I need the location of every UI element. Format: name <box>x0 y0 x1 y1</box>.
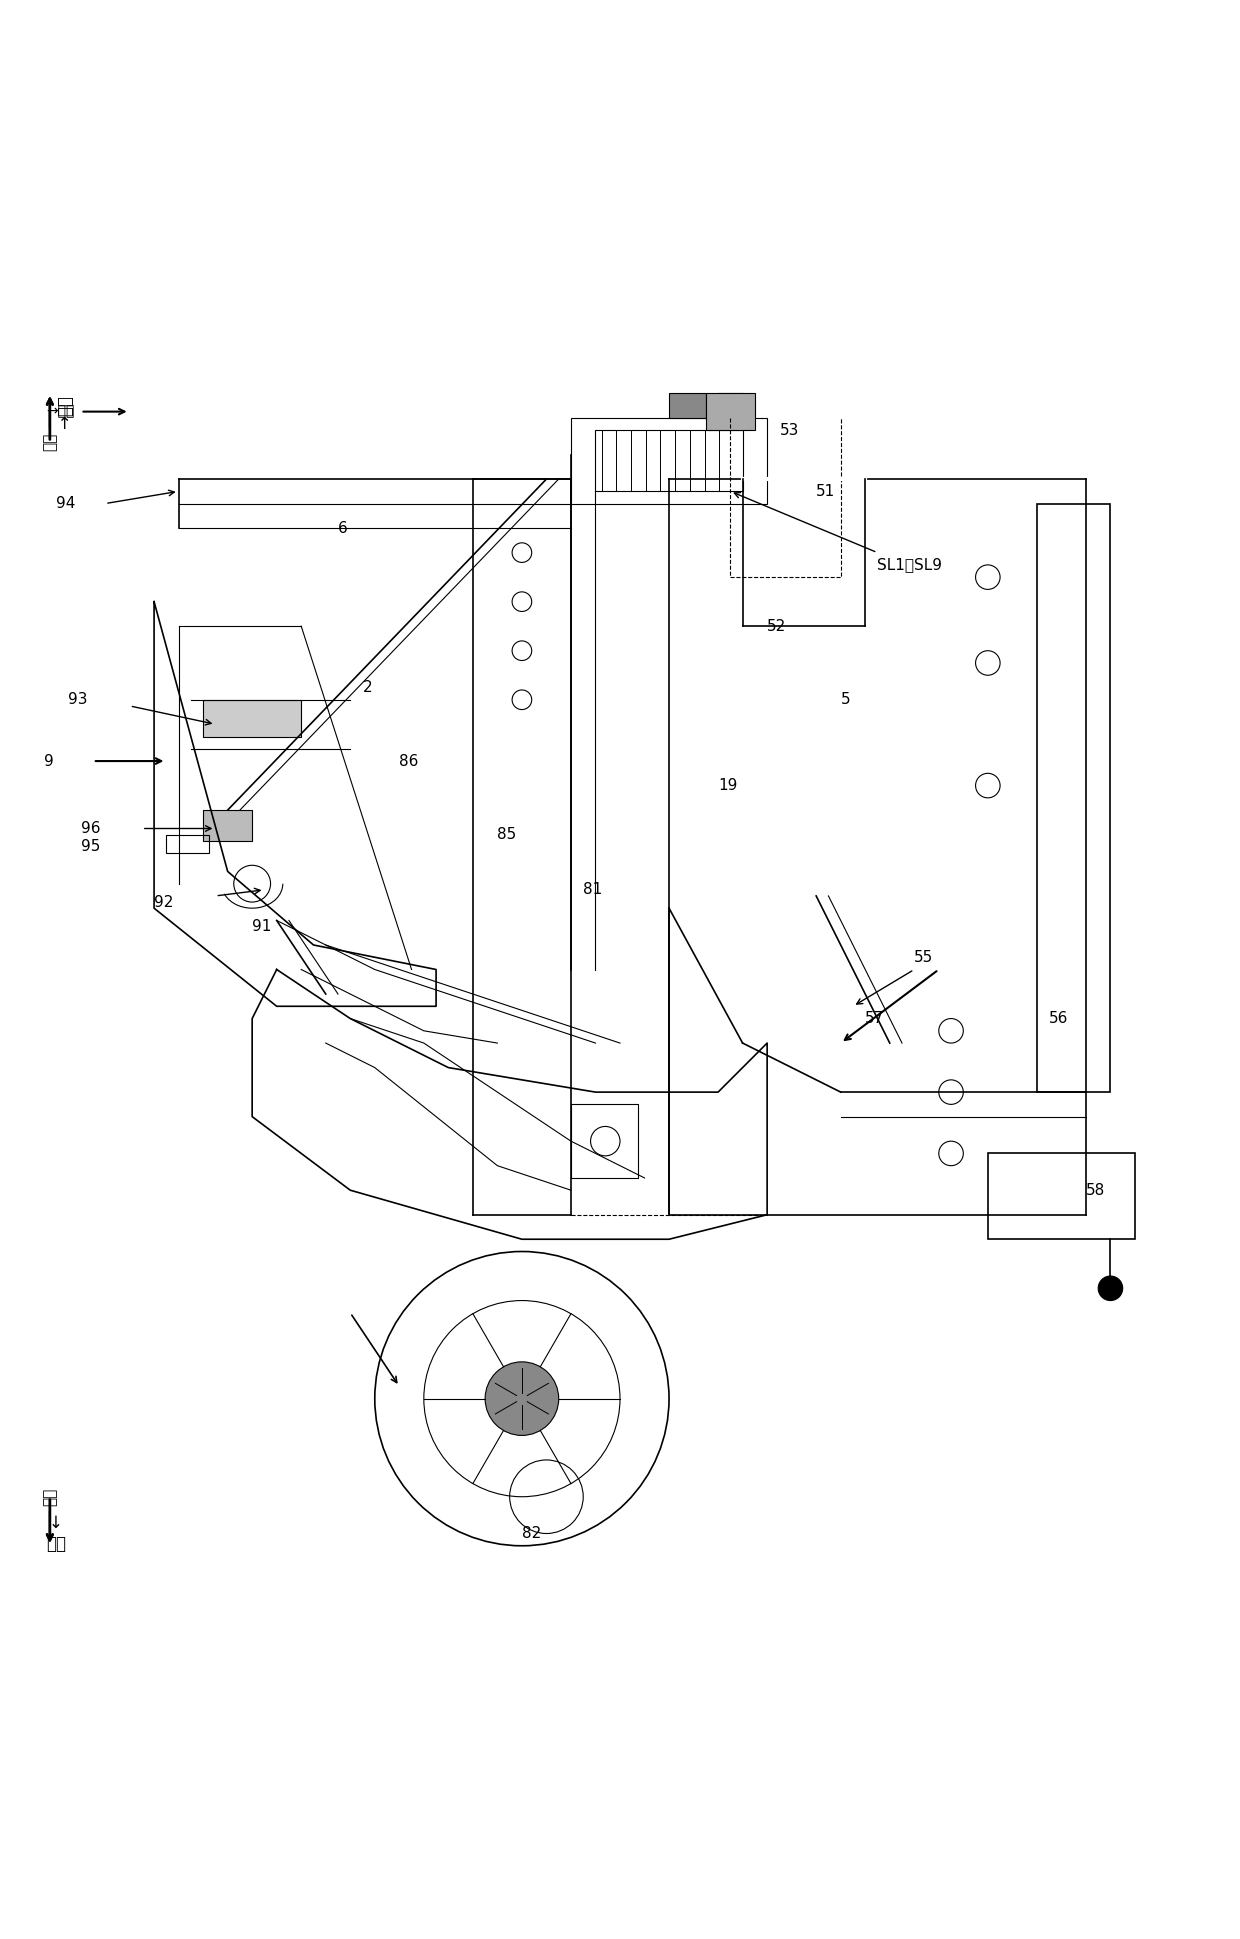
Text: 2: 2 <box>362 681 372 694</box>
Text: 92: 92 <box>154 894 174 909</box>
Text: 58: 58 <box>1086 1183 1105 1198</box>
Text: →前方: →前方 <box>46 405 74 419</box>
Text: 94: 94 <box>56 496 76 512</box>
Circle shape <box>485 1361 559 1435</box>
Text: SL1～SL9: SL1～SL9 <box>878 556 942 572</box>
Bar <box>570 1105 639 1177</box>
Text: 85: 85 <box>497 828 517 842</box>
Bar <box>570 417 768 504</box>
Text: ↓
後方: ↓ 後方 <box>46 1514 66 1553</box>
Text: 5: 5 <box>841 692 851 708</box>
Text: 53: 53 <box>780 423 799 438</box>
Text: →前方: →前方 <box>56 396 74 429</box>
Text: 86: 86 <box>399 754 419 768</box>
Text: 55: 55 <box>914 950 934 966</box>
Bar <box>988 1154 1135 1239</box>
Bar <box>203 700 301 737</box>
Bar <box>1037 504 1111 1092</box>
Text: 19: 19 <box>718 778 738 793</box>
Text: 56: 56 <box>1049 1010 1069 1026</box>
Text: 82: 82 <box>522 1526 541 1542</box>
Text: 96: 96 <box>81 820 100 836</box>
Text: 81: 81 <box>583 882 603 898</box>
Bar <box>166 834 210 853</box>
Text: 95: 95 <box>81 840 100 855</box>
Text: 57: 57 <box>866 1010 884 1026</box>
Bar <box>595 430 743 491</box>
Text: 前方: 前方 <box>42 432 57 452</box>
Text: 6: 6 <box>339 520 347 535</box>
Bar <box>706 394 755 430</box>
Text: 51: 51 <box>816 485 836 498</box>
Text: 91: 91 <box>252 919 272 935</box>
Circle shape <box>1099 1276 1122 1301</box>
Text: 後方: 後方 <box>42 1487 57 1507</box>
Bar <box>670 394 706 417</box>
Bar <box>718 394 743 417</box>
Text: 93: 93 <box>68 692 88 708</box>
Text: 9: 9 <box>43 754 53 768</box>
Bar <box>203 811 252 842</box>
Text: 52: 52 <box>768 619 786 634</box>
